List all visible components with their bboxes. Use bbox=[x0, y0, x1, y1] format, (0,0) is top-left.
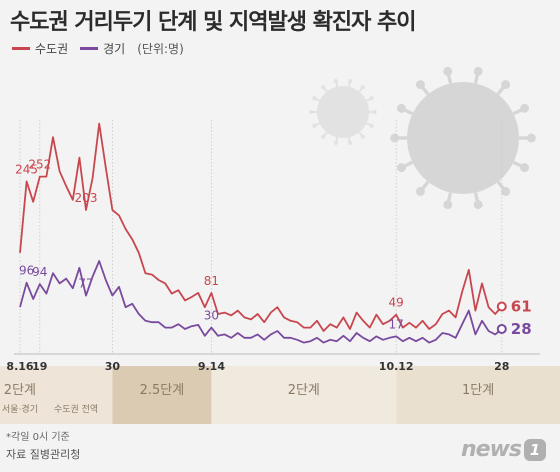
data-label: 203 bbox=[75, 191, 98, 205]
data-label: 17 bbox=[389, 317, 404, 331]
phase-label: 2단계 bbox=[288, 383, 320, 398]
phase-sublabel: 수도권 전역 bbox=[54, 403, 98, 415]
data-label: 30 bbox=[204, 309, 219, 323]
data-label: 77 bbox=[78, 277, 93, 291]
data-label: 81 bbox=[204, 274, 219, 288]
phase-label: 2단계 bbox=[4, 383, 36, 398]
virus-illustration-small bbox=[309, 78, 377, 146]
phase-band bbox=[211, 366, 397, 424]
data-label: 245 bbox=[15, 162, 38, 176]
legend-label-gyeonggi: 경기 bbox=[103, 42, 126, 56]
data-label: 94 bbox=[32, 265, 47, 279]
x-tick-label: 8.16 bbox=[6, 360, 33, 373]
virus-illustration-large bbox=[390, 66, 536, 210]
x-tick-label: 19 bbox=[32, 360, 47, 373]
series-line-sudogwon bbox=[19, 122, 503, 332]
x-tick-label: 28 bbox=[494, 360, 509, 373]
logo-word: news bbox=[460, 437, 522, 462]
unit-label: (단위:명) bbox=[137, 42, 184, 56]
phase-band bbox=[0, 366, 40, 424]
legend: 수도권 경기 (단위:명) bbox=[12, 40, 184, 57]
phase-band bbox=[39, 366, 113, 424]
phase-band bbox=[396, 366, 560, 424]
legend-label-sudogwon: 수도권 bbox=[35, 42, 69, 56]
x-tick-label: 30 bbox=[105, 360, 121, 373]
data-label: 61 bbox=[511, 298, 532, 316]
data-label: 49 bbox=[389, 296, 404, 310]
footnote: *각일 0시 기준 bbox=[6, 432, 70, 443]
logo-badge: 1 bbox=[524, 438, 546, 461]
legend-item-sudogwon: 수도권 bbox=[12, 40, 68, 57]
x-tick-label: 9.14 bbox=[198, 360, 225, 373]
news1-logo: news 1 bbox=[461, 437, 546, 462]
legend-swatch-gyeonggi bbox=[80, 47, 99, 50]
phase-sublabel: 서울·경기 bbox=[2, 403, 38, 415]
phase-band bbox=[112, 366, 212, 424]
series-line-gyeonggi bbox=[19, 260, 503, 344]
data-label: 28 bbox=[511, 320, 532, 338]
data-label: 96 bbox=[19, 264, 34, 278]
end-point-marker bbox=[496, 323, 507, 334]
legend-item-gyeonggi: 경기 bbox=[80, 40, 125, 57]
chart-title: 수도권 거리두기 단계 및 지역발생 확진자 추이 bbox=[10, 10, 417, 35]
phase-label: 2.5단계 bbox=[140, 383, 185, 398]
end-point-marker bbox=[496, 301, 507, 312]
phase-label: 1단계 bbox=[462, 383, 494, 398]
source-label: 자료 질병관리청 bbox=[6, 448, 81, 461]
legend-swatch-sudogwon bbox=[12, 47, 30, 50]
x-tick-label: 10.12 bbox=[379, 360, 414, 373]
data-label: 252 bbox=[28, 158, 51, 172]
